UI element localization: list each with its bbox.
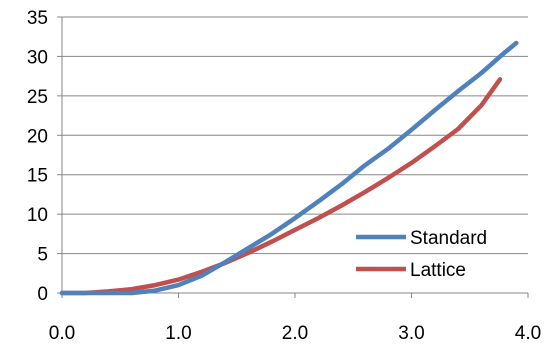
- y-tick-label: 15: [27, 166, 48, 187]
- legend: Standard Lattice: [356, 228, 487, 281]
- y-tick-labels: 0 5 10 15 20 25 30 35: [27, 8, 48, 305]
- legend-label-standard: Standard: [410, 228, 487, 249]
- y-tick-label: 35: [27, 8, 48, 29]
- x-tick-label: 0.0: [49, 323, 75, 344]
- y-tick-label: 10: [27, 205, 48, 226]
- x-tick-label: 3.0: [398, 323, 424, 344]
- series-lines: [59, 40, 519, 296]
- y-tick-label: 25: [27, 87, 48, 108]
- legend-label-lattice: Lattice: [410, 260, 466, 281]
- y-tick-label: 30: [27, 47, 48, 68]
- x-tick-label: 2.0: [282, 323, 308, 344]
- x-tick-label: 1.0: [165, 323, 191, 344]
- y-tick-label: 5: [37, 245, 48, 266]
- y-tick-label: 20: [27, 126, 48, 147]
- axes: [57, 16, 529, 298]
- x-tick-label: 4.0: [515, 323, 541, 344]
- gridlines: [62, 16, 528, 255]
- series-line-lattice: [59, 77, 503, 296]
- y-tick-label: 0: [37, 284, 48, 305]
- x-tick-labels: 0.0 1.0 2.0 3.0 4.0: [49, 323, 541, 344]
- series-line-standard: [59, 40, 519, 296]
